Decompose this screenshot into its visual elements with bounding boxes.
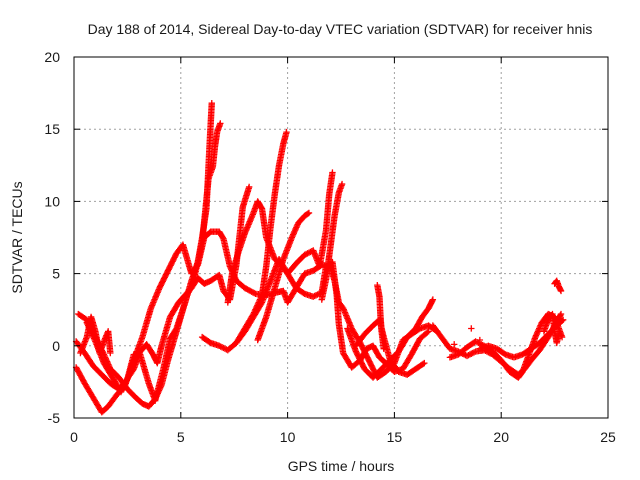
data-point — [245, 183, 253, 191]
data-point — [283, 128, 290, 136]
data-point — [218, 344, 226, 351]
x-tick-label: 15 — [387, 429, 403, 445]
data-point — [425, 328, 432, 335]
data-point — [380, 345, 387, 352]
data-point — [559, 316, 567, 324]
axis-ticks: 0 5 10 15 20 25 -5 0 5 10 15 20 — [44, 49, 616, 445]
data-point — [302, 250, 310, 258]
data-point — [476, 336, 484, 344]
x-tick-label: 0 — [70, 429, 78, 445]
data-point — [555, 331, 563, 338]
data-point — [468, 325, 475, 332]
data-point — [216, 342, 223, 349]
data-point — [557, 312, 564, 319]
data-point — [301, 251, 308, 259]
data-point — [558, 317, 566, 324]
plot-frame — [73, 56, 609, 419]
data-point — [305, 249, 313, 256]
data-point — [220, 344, 227, 352]
data-point — [429, 296, 437, 303]
x-axis-label: GPS time / hours — [288, 458, 395, 474]
data-point — [421, 359, 428, 367]
y-tick-label: 10 — [44, 193, 60, 209]
data-point — [217, 343, 224, 350]
data-point — [338, 180, 346, 188]
y-tick-label: 20 — [44, 49, 60, 65]
data-point — [304, 210, 312, 217]
data-point — [310, 293, 317, 300]
data-point — [419, 360, 427, 368]
data-marks — [72, 100, 567, 416]
x-tick-label: 25 — [600, 429, 616, 445]
x-tick-label: 5 — [177, 429, 185, 445]
data-point — [312, 292, 320, 299]
data-point — [424, 329, 431, 336]
data-point — [475, 339, 482, 347]
y-tick-label: -5 — [48, 410, 61, 426]
data-point — [329, 169, 336, 176]
y-tick-label: 5 — [52, 266, 60, 282]
data-point — [557, 310, 565, 318]
data-point — [469, 349, 476, 357]
x-tick-label: 10 — [280, 429, 296, 445]
data-point — [304, 250, 311, 257]
y-tick-label: 0 — [52, 338, 60, 354]
data-point — [217, 120, 224, 127]
data-point — [251, 289, 258, 297]
y-tick-label: 15 — [44, 121, 60, 137]
data-point — [208, 100, 215, 107]
data-point — [465, 351, 472, 359]
data-point — [311, 292, 318, 300]
x-tick-label: 20 — [493, 429, 509, 445]
y-axis-label: SDTVAR / TECUs — [9, 181, 25, 293]
data-point — [472, 338, 479, 345]
data-point — [305, 209, 313, 217]
data-point — [463, 352, 471, 360]
data-point — [468, 350, 475, 357]
data-point — [557, 287, 565, 295]
chart-title: Day 188 of 2014, Sidereal Day-to-day VTE… — [88, 21, 593, 37]
data-point — [107, 349, 114, 357]
data-point — [466, 351, 474, 358]
data-point — [470, 349, 478, 356]
data-point — [451, 341, 458, 348]
